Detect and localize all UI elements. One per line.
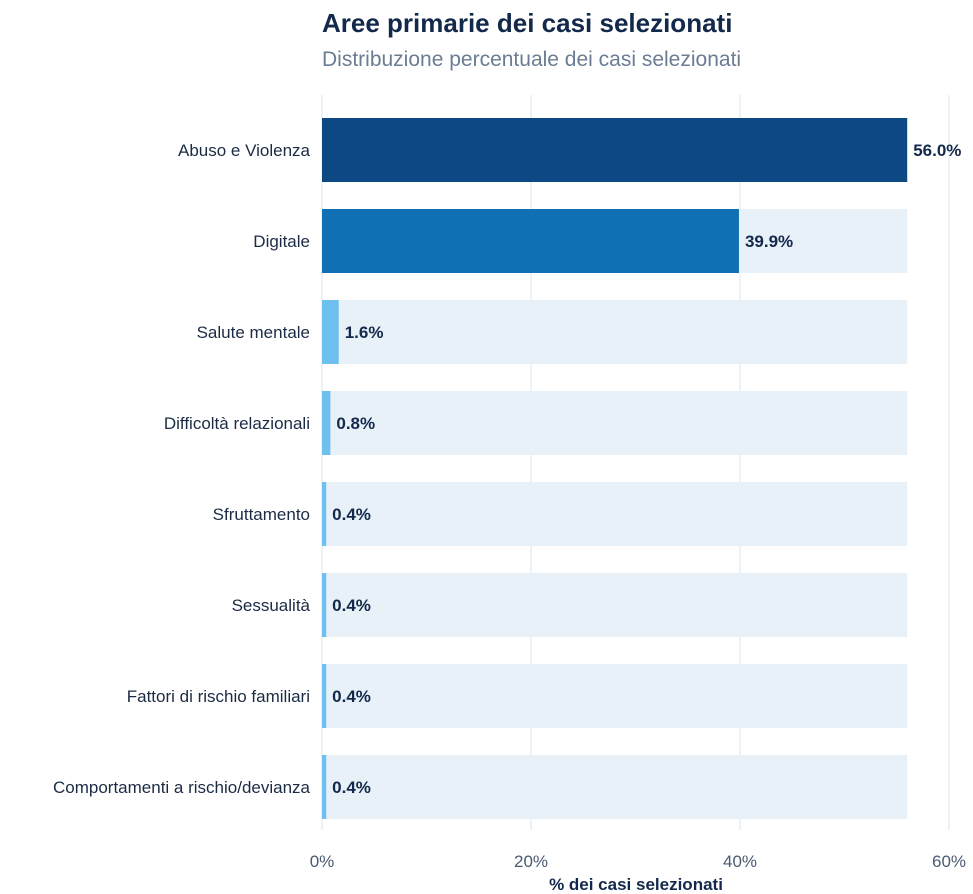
value-label-6: 0.4% bbox=[332, 687, 371, 706]
category-label-2: Salute mentale bbox=[197, 323, 310, 342]
x-tick-label-0: 0% bbox=[310, 852, 335, 871]
value-label-0: 56.0% bbox=[913, 141, 961, 160]
value-label-2: 1.6% bbox=[345, 323, 384, 342]
x-tick-label-3: 60% bbox=[932, 852, 966, 871]
category-label-1: Digitale bbox=[253, 232, 310, 251]
bar-2 bbox=[322, 300, 339, 364]
bar-track-4 bbox=[322, 482, 908, 546]
x-tick-label-1: 20% bbox=[514, 852, 548, 871]
bar-5 bbox=[322, 573, 327, 637]
bar-0 bbox=[322, 118, 908, 182]
chart-title: Aree primarie dei casi selezionati bbox=[322, 8, 733, 38]
bar-7 bbox=[322, 755, 327, 819]
value-label-5: 0.4% bbox=[332, 596, 371, 615]
value-label-3: 0.8% bbox=[336, 414, 375, 433]
bar-4 bbox=[322, 482, 327, 546]
category-label-7: Comportamenti a rischio/devianza bbox=[53, 778, 311, 797]
bar-1 bbox=[322, 209, 739, 273]
bar-track-7 bbox=[322, 755, 908, 819]
x-axis-title: % dei casi selezionati bbox=[549, 875, 723, 894]
value-label-7: 0.4% bbox=[332, 778, 371, 797]
bar-track-2 bbox=[322, 300, 908, 364]
bar-track-3 bbox=[322, 391, 908, 455]
bar-track-6 bbox=[322, 664, 908, 728]
bar-6 bbox=[322, 664, 327, 728]
chart-subtitle: Distribuzione percentuale dei casi selez… bbox=[322, 48, 742, 71]
category-label-4: Sfruttamento bbox=[213, 505, 310, 524]
bar-3 bbox=[322, 391, 331, 455]
category-label-0: Abuso e Violenza bbox=[178, 141, 311, 160]
bar-track-5 bbox=[322, 573, 908, 637]
category-label-5: Sessualità bbox=[232, 596, 311, 615]
x-tick-label-2: 40% bbox=[723, 852, 757, 871]
category-label-6: Fattori di rischio familiari bbox=[127, 687, 310, 706]
value-label-1: 39.9% bbox=[745, 232, 793, 251]
category-label-3: Difficoltà relazionali bbox=[164, 414, 310, 433]
value-label-4: 0.4% bbox=[332, 505, 371, 524]
